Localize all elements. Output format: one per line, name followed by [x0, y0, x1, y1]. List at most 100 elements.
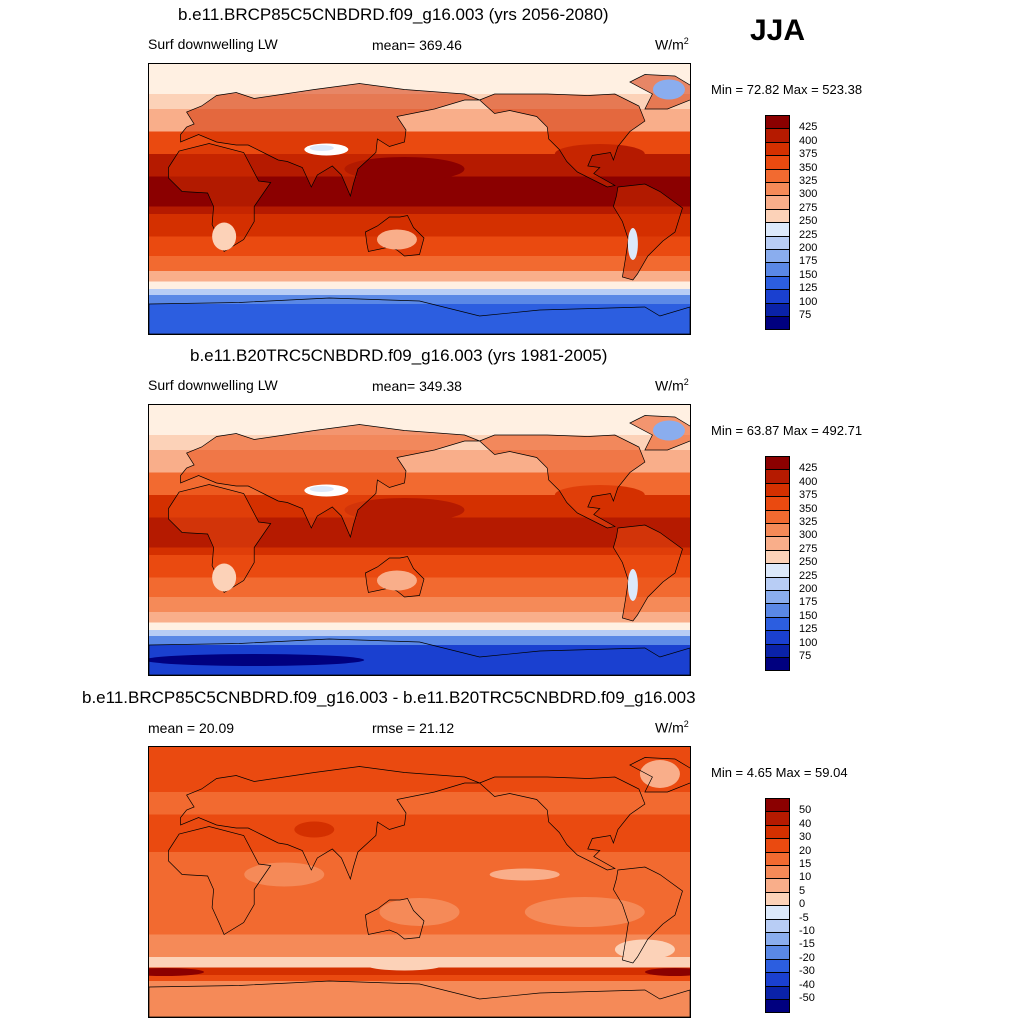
colorbar-box: [765, 603, 790, 618]
colorbar-tick-label: 175: [799, 596, 818, 609]
colorbar-tick-label: -40: [799, 978, 815, 991]
colorbar-tick-label: 275: [799, 542, 818, 555]
field-band: [149, 636, 690, 645]
panel-1-units: W/m2: [655, 36, 689, 53]
panel-2-map: [148, 404, 691, 676]
colorbar-tick-label: -30: [799, 965, 815, 978]
colorbar-tick-label: 125: [799, 282, 818, 295]
panel-3-units: W/m2: [655, 719, 689, 736]
field-band: [149, 612, 690, 623]
colorbar-tick-label: 250: [799, 215, 818, 228]
field-band: [149, 289, 690, 295]
field-blob: [149, 654, 365, 666]
colorbar-tick-label: 325: [799, 175, 818, 187]
colorbar-box: [765, 563, 790, 577]
colorbar-box: [765, 643, 790, 658]
colorbar-box: [765, 262, 790, 277]
colorbar-tick-label: 0: [799, 898, 806, 911]
colorbar-box: [765, 182, 790, 196]
colorbar-box: [765, 811, 790, 826]
field-blob: [489, 868, 560, 881]
field-blob: [294, 821, 335, 838]
colorbar-box: [765, 195, 790, 210]
colorbar-box: [765, 657, 790, 672]
colorbar-box: [765, 878, 790, 893]
colorbar-box: [765, 509, 790, 524]
field-band: [149, 256, 690, 271]
panel-1-minmax: Min = 72.82 Max = 523.38: [711, 82, 863, 97]
colorbar-tick-label: 10: [799, 871, 812, 884]
panel-2-minmax: Min = 63.87 Max = 492.71: [711, 423, 863, 438]
field-band: [149, 405, 690, 435]
colorbar-box: [765, 958, 790, 973]
coastline-antarctica: [149, 638, 690, 675]
field-blob: [344, 498, 465, 522]
colorbar-box: [765, 932, 790, 946]
greenland-feature: [652, 420, 685, 441]
colorbar-tick-label: 225: [799, 569, 818, 582]
coastline-eurasia: [180, 83, 480, 198]
field-band: [149, 597, 690, 612]
colorbar-tick-label: 125: [799, 623, 818, 636]
panel-2-mean-label: mean= 349.38: [372, 378, 462, 394]
colorbar-tick-label: 350: [799, 161, 818, 174]
colorbar-box: [765, 905, 790, 919]
field-band: [149, 304, 690, 334]
colorbar-box: [765, 972, 790, 986]
australia-feature: [376, 570, 417, 591]
colorbar-tick-label: 100: [799, 295, 818, 308]
colorbar-box: [765, 289, 790, 303]
colorbar-box: [765, 536, 790, 551]
colorbar-tick-label: 20: [799, 844, 812, 857]
colorbar-tick-label: 425: [799, 121, 818, 134]
colorbar-tick-label: 425: [799, 462, 818, 475]
colorbar-tick-label: 5: [799, 884, 806, 897]
panel-3-rmse-label: rmse = 21.12: [372, 720, 455, 736]
colorbar-tick-label: 175: [799, 255, 818, 268]
colorbar-box: [765, 985, 790, 1000]
coastline-samerica: [613, 866, 683, 964]
colorbar-box: [765, 865, 790, 879]
colorbar-tick-label: 15: [799, 858, 812, 870]
coastline-antarctica: [149, 980, 690, 1017]
colorbar-box: [765, 590, 790, 604]
colorbar-box: [765, 316, 790, 331]
panel-1-title: b.e11.BRCP85C5CNBDRD.f09_g16.003 (yrs 20…: [178, 5, 609, 24]
coastline-antarctica: [149, 297, 690, 334]
kalahari-feature: [212, 563, 237, 592]
colorbar-box: [765, 168, 790, 183]
coastline-namerica: [478, 434, 646, 529]
field-band: [149, 271, 690, 282]
colorbar-tick-label: 200: [799, 583, 818, 595]
colorbar-tick-label: 75: [799, 650, 812, 662]
colorbar-box: [765, 115, 790, 129]
colorbar-box: [765, 549, 790, 564]
coastline-greenland: [629, 757, 690, 793]
field-blob: [149, 968, 205, 976]
colorbar-tick-label: 350: [799, 502, 818, 515]
colorbar-box: [765, 155, 790, 169]
colorbar-tick-label: 150: [799, 609, 818, 622]
andes-feature: [627, 228, 638, 260]
field-band: [149, 814, 690, 852]
colorbar-box: [765, 523, 790, 537]
colorbar-tick-label: -5: [799, 911, 809, 924]
field-blob: [614, 939, 675, 960]
colorbar-box: [765, 456, 790, 470]
coastline-eurasia: [180, 766, 480, 881]
colorbar-box: [765, 838, 790, 852]
colorbar-tick-label: -15: [799, 938, 815, 951]
field-band: [149, 622, 690, 630]
panel-1-mean-label: mean= 369.46: [372, 37, 462, 53]
coastline-africa: [168, 826, 272, 936]
field-blob: [524, 897, 645, 927]
field-band: [149, 975, 690, 981]
colorbar-box: [765, 798, 790, 812]
colorbar-box: [765, 235, 790, 250]
map-svg: [149, 747, 690, 1017]
field-band: [149, 967, 690, 975]
panel-1-variable-label: Surf downwelling LW: [148, 36, 278, 52]
panel-3-map: [148, 746, 691, 1018]
panel-3-minmax: Min = 4.65 Max = 59.04: [711, 765, 848, 780]
colorbar-box: [765, 469, 790, 484]
